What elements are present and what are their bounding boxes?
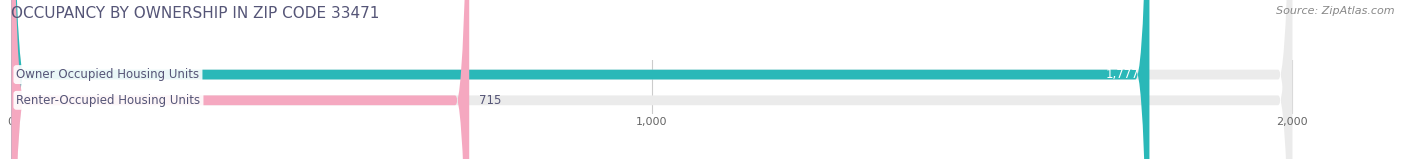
FancyBboxPatch shape <box>11 0 1292 159</box>
FancyBboxPatch shape <box>11 0 1292 159</box>
Text: Owner Occupied Housing Units: Owner Occupied Housing Units <box>17 68 200 81</box>
Text: OCCUPANCY BY OWNERSHIP IN ZIP CODE 33471: OCCUPANCY BY OWNERSHIP IN ZIP CODE 33471 <box>11 6 380 21</box>
Text: 1,777: 1,777 <box>1107 68 1140 81</box>
Text: Renter-Occupied Housing Units: Renter-Occupied Housing Units <box>17 94 201 107</box>
FancyBboxPatch shape <box>11 0 1150 159</box>
Text: Source: ZipAtlas.com: Source: ZipAtlas.com <box>1277 6 1395 16</box>
FancyBboxPatch shape <box>11 0 470 159</box>
Text: 715: 715 <box>479 94 501 107</box>
